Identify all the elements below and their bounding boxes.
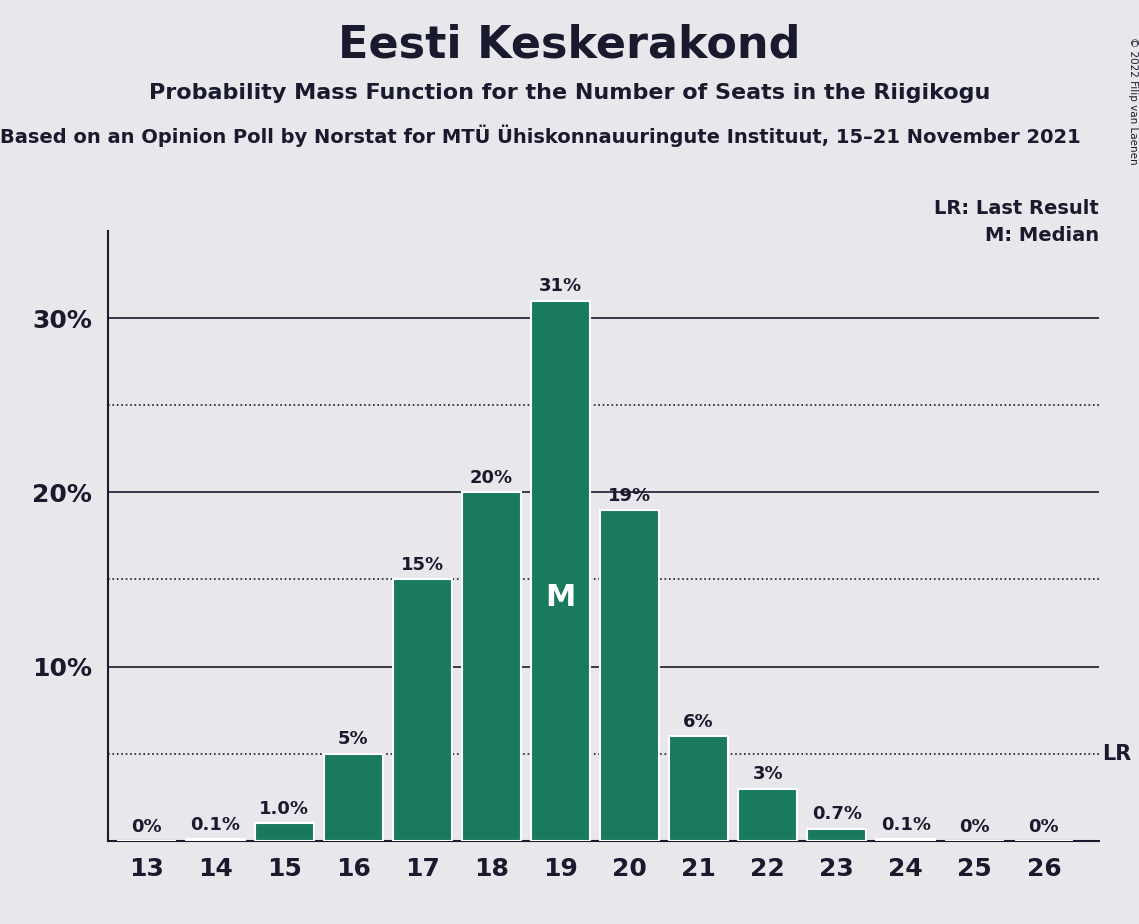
Text: 1.0%: 1.0% xyxy=(260,800,310,818)
Bar xyxy=(600,510,659,841)
Bar xyxy=(323,754,383,841)
Text: 0%: 0% xyxy=(131,818,162,835)
Bar xyxy=(738,788,797,841)
Text: 5%: 5% xyxy=(338,731,369,748)
Bar xyxy=(186,839,245,841)
Text: 0%: 0% xyxy=(959,818,990,835)
Text: Eesti Keskerakond: Eesti Keskerakond xyxy=(338,23,801,67)
Bar xyxy=(531,300,590,841)
Text: Based on an Opinion Poll by Norstat for MTÜ Ühiskonnauuringute Instituut, 15–21 : Based on an Opinion Poll by Norstat for … xyxy=(0,125,1081,147)
Text: M: M xyxy=(546,583,575,613)
Text: 19%: 19% xyxy=(608,487,652,505)
Text: 0.1%: 0.1% xyxy=(880,816,931,833)
Text: 31%: 31% xyxy=(539,277,582,296)
Text: 6%: 6% xyxy=(683,713,714,731)
Bar xyxy=(808,829,866,841)
Bar xyxy=(393,579,452,841)
Text: Probability Mass Function for the Number of Seats in the Riigikogu: Probability Mass Function for the Number… xyxy=(149,83,990,103)
Text: 3%: 3% xyxy=(753,765,782,784)
Text: 15%: 15% xyxy=(401,556,444,574)
Text: 0.1%: 0.1% xyxy=(190,816,240,833)
Text: M: Median: M: Median xyxy=(985,226,1099,246)
Bar xyxy=(670,736,728,841)
Text: LR: Last Result: LR: Last Result xyxy=(934,199,1099,218)
Text: 0.7%: 0.7% xyxy=(812,806,862,823)
Text: © 2022 Filip van Laenen: © 2022 Filip van Laenen xyxy=(1129,37,1138,164)
Bar xyxy=(462,492,521,841)
Text: LR: LR xyxy=(1103,744,1132,764)
Bar xyxy=(255,823,313,841)
Text: 0%: 0% xyxy=(1029,818,1059,835)
Bar xyxy=(876,839,935,841)
Text: 20%: 20% xyxy=(470,469,513,487)
